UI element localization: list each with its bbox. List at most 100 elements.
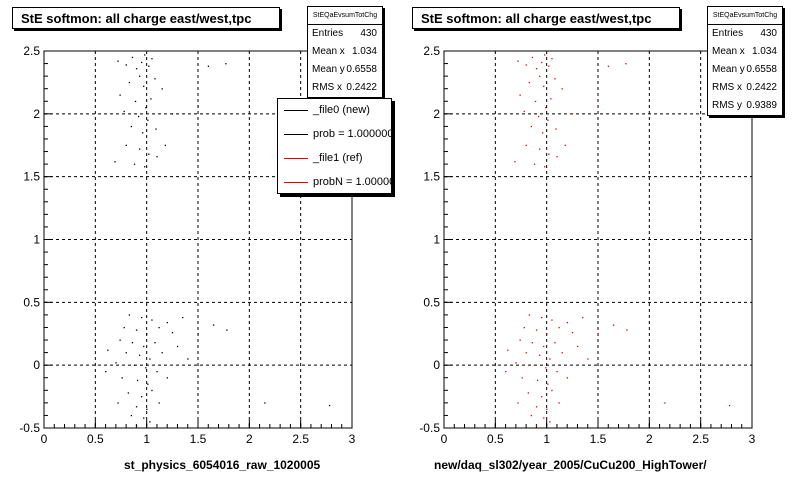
data-point (507, 349, 509, 351)
data-point (505, 370, 507, 373)
data-point (135, 329, 138, 331)
data-point (550, 98, 552, 100)
data-point (544, 166, 546, 168)
data-point (144, 54, 146, 56)
data-point (556, 370, 558, 373)
y-tick-label: 1.5 (423, 170, 440, 184)
x-tick-label: 1.5 (190, 432, 207, 446)
data-point (625, 63, 627, 65)
data-point (166, 321, 168, 324)
data-point (538, 75, 541, 77)
data-point (546, 333, 548, 335)
data-point (523, 110, 525, 113)
stats-value: 1.034 (351, 46, 377, 57)
data-point (135, 68, 138, 70)
data-point (264, 402, 266, 404)
data-point (207, 65, 210, 67)
data-point (525, 352, 527, 354)
right-stats-name: StEQaEvsumTotChg (708, 7, 782, 25)
left-legend: _file0 (new) prob = 1.000000 _file1 (ref… (277, 98, 392, 194)
data-point (176, 345, 179, 348)
data-point (546, 408, 548, 410)
left-stats-row: RMS x 0.2422 (308, 79, 382, 97)
left-stats-row: Entries 430 (308, 25, 382, 43)
data-point (551, 58, 553, 60)
data-point (134, 100, 137, 103)
data-point (138, 148, 141, 150)
data-point (535, 424, 538, 427)
data-point (123, 110, 125, 113)
data-point (535, 406, 538, 408)
data-point (125, 352, 127, 354)
data-point (151, 58, 153, 60)
legend-entry: probN = 1.000000 (278, 171, 391, 193)
data-point (161, 88, 163, 90)
left-stats-row: Mean y 0.6558 (308, 61, 382, 79)
data-point (155, 128, 157, 130)
legend-line-black (284, 134, 308, 135)
data-point (125, 64, 127, 66)
x-tick-label: 3 (349, 432, 356, 446)
data-point (144, 166, 146, 168)
legend-line-red (284, 182, 308, 183)
data-point (130, 125, 133, 128)
data-point (566, 321, 568, 324)
x-tick-label: 0 (441, 432, 448, 446)
data-point (142, 132, 144, 134)
y-tick-label: 2.5 (23, 44, 40, 58)
data-point (135, 406, 138, 408)
data-point (547, 119, 549, 121)
data-point (530, 414, 533, 417)
data-point (137, 115, 140, 118)
data-point (566, 377, 568, 379)
data-point (527, 392, 529, 394)
x-tick-label: 0.5 (87, 432, 104, 446)
data-point (535, 329, 538, 331)
data-point (143, 345, 145, 348)
data-point (555, 128, 557, 130)
data-point (551, 319, 553, 321)
data-point (541, 316, 543, 319)
data-point (548, 65, 550, 67)
data-point (107, 349, 109, 351)
data-point (105, 370, 107, 373)
x-tick-label: 0.5 (487, 432, 504, 446)
data-point (154, 78, 156, 80)
stats-value: 430 (360, 28, 377, 39)
data-point (541, 61, 543, 64)
data-point (571, 113, 574, 115)
data-point (536, 379, 539, 382)
stats-value: 0.2422 (746, 82, 777, 93)
data-point (551, 389, 553, 392)
data-point (554, 342, 556, 344)
x-tick-label: 3 (749, 432, 756, 446)
data-point (156, 156, 158, 158)
data-point (533, 163, 536, 165)
right-stats-row: Entries 430 (708, 25, 782, 43)
y-tick-label: -0.5 (19, 421, 40, 435)
data-point (154, 342, 156, 344)
data-point (328, 404, 331, 407)
y-tick-label: 0.5 (23, 295, 40, 309)
data-point (123, 326, 125, 329)
stats-value: 1.034 (751, 46, 777, 57)
data-point (131, 56, 134, 59)
x-tick-label: 2 (246, 432, 253, 446)
left-x-axis-title: st_physics_6054016_raw_1020005 (124, 458, 321, 472)
left-plot-title: StE softmon: all charge east/west,tpc (12, 7, 280, 29)
x-tick-label: 0 (41, 432, 48, 446)
data-point (158, 402, 160, 404)
data-point (542, 132, 544, 134)
y-tick-label: 0 (33, 358, 40, 372)
data-point (537, 115, 540, 118)
x-tick-label: 1 (543, 432, 550, 446)
data-point (545, 107, 547, 109)
data-point (541, 396, 543, 398)
stats-label: Entries (712, 28, 744, 39)
data-point (534, 100, 537, 103)
data-point (728, 404, 731, 407)
data-point (561, 352, 563, 354)
data-point (146, 333, 148, 335)
